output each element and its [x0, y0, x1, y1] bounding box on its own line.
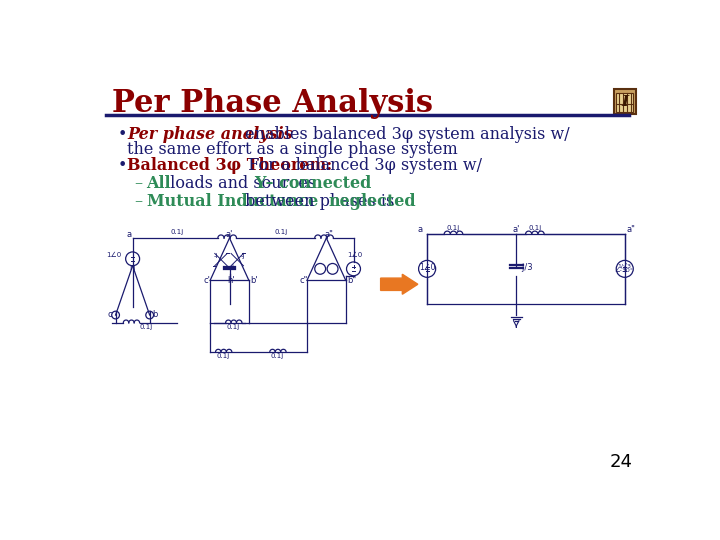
Text: 0.1j: 0.1j [217, 353, 230, 359]
Text: c': c' [204, 276, 211, 285]
Text: -i: -i [213, 253, 218, 259]
Text: a": a" [626, 225, 635, 234]
Text: -j/3: -j/3 [519, 262, 533, 272]
Text: 1∠0: 1∠0 [420, 264, 436, 272]
Text: a': a' [513, 225, 520, 234]
Text: -j: -j [241, 253, 246, 259]
Text: ∠-30°: ∠-30° [615, 268, 634, 273]
Text: neglected: neglected [329, 193, 416, 210]
Text: –: – [134, 193, 143, 210]
Text: For a balanced 3φ system w/: For a balanced 3φ system w/ [238, 157, 482, 174]
Bar [614, 90, 636, 114]
Text: a: a [127, 230, 132, 239]
Text: i: i [232, 264, 234, 270]
Text: between phases is: between phases is [240, 193, 399, 210]
Text: I: I [621, 94, 629, 109]
Text: b: b [152, 309, 158, 319]
Text: 1∠0: 1∠0 [348, 252, 363, 258]
Text: –: – [134, 175, 143, 192]
Text: 1/√3: 1/√3 [617, 263, 631, 268]
Text: enables balanced 3φ system analysis w/: enables balanced 3φ system analysis w/ [240, 126, 570, 144]
Text: •: • [117, 126, 127, 144]
Text: h': h' [228, 276, 235, 285]
Text: Per Phase Analysis: Per Phase Analysis [112, 88, 433, 119]
Text: 0.1j: 0.1j [275, 229, 288, 235]
Text: All: All [147, 175, 171, 192]
Text: a: a [418, 225, 423, 234]
Text: the same effort as a single phase system: the same effort as a single phase system [127, 141, 458, 158]
Text: Balanced 3φ Theorem:: Balanced 3φ Theorem: [127, 157, 333, 174]
FancyArrow shape [381, 274, 418, 294]
Text: a': a' [225, 230, 233, 239]
Text: 0.1j: 0.1j [447, 225, 460, 231]
Text: 0.1j: 0.1j [227, 324, 240, 330]
Text: Per phase analysis: Per phase analysis [127, 126, 293, 144]
Text: •: • [117, 157, 127, 174]
Text: 0.1j: 0.1j [271, 353, 284, 359]
Text: 0.1j: 0.1j [170, 229, 184, 235]
Text: Y– connected: Y– connected [254, 175, 372, 192]
Text: 0.1j: 0.1j [528, 225, 541, 231]
Text: 1∠0: 1∠0 [107, 252, 122, 258]
Text: 0.1j: 0.1j [139, 324, 153, 330]
Text: b": b" [347, 276, 356, 285]
Text: c: c [108, 309, 112, 319]
Text: loads and sources: loads and sources [165, 175, 321, 192]
Text: Mutual Inductance: Mutual Inductance [147, 193, 318, 210]
Text: b': b' [251, 276, 258, 285]
Bar [616, 92, 634, 112]
Text: 24: 24 [610, 454, 632, 471]
Text: n: n [129, 262, 134, 272]
Text: c": c" [300, 276, 307, 285]
Text: a": a" [324, 230, 333, 239]
